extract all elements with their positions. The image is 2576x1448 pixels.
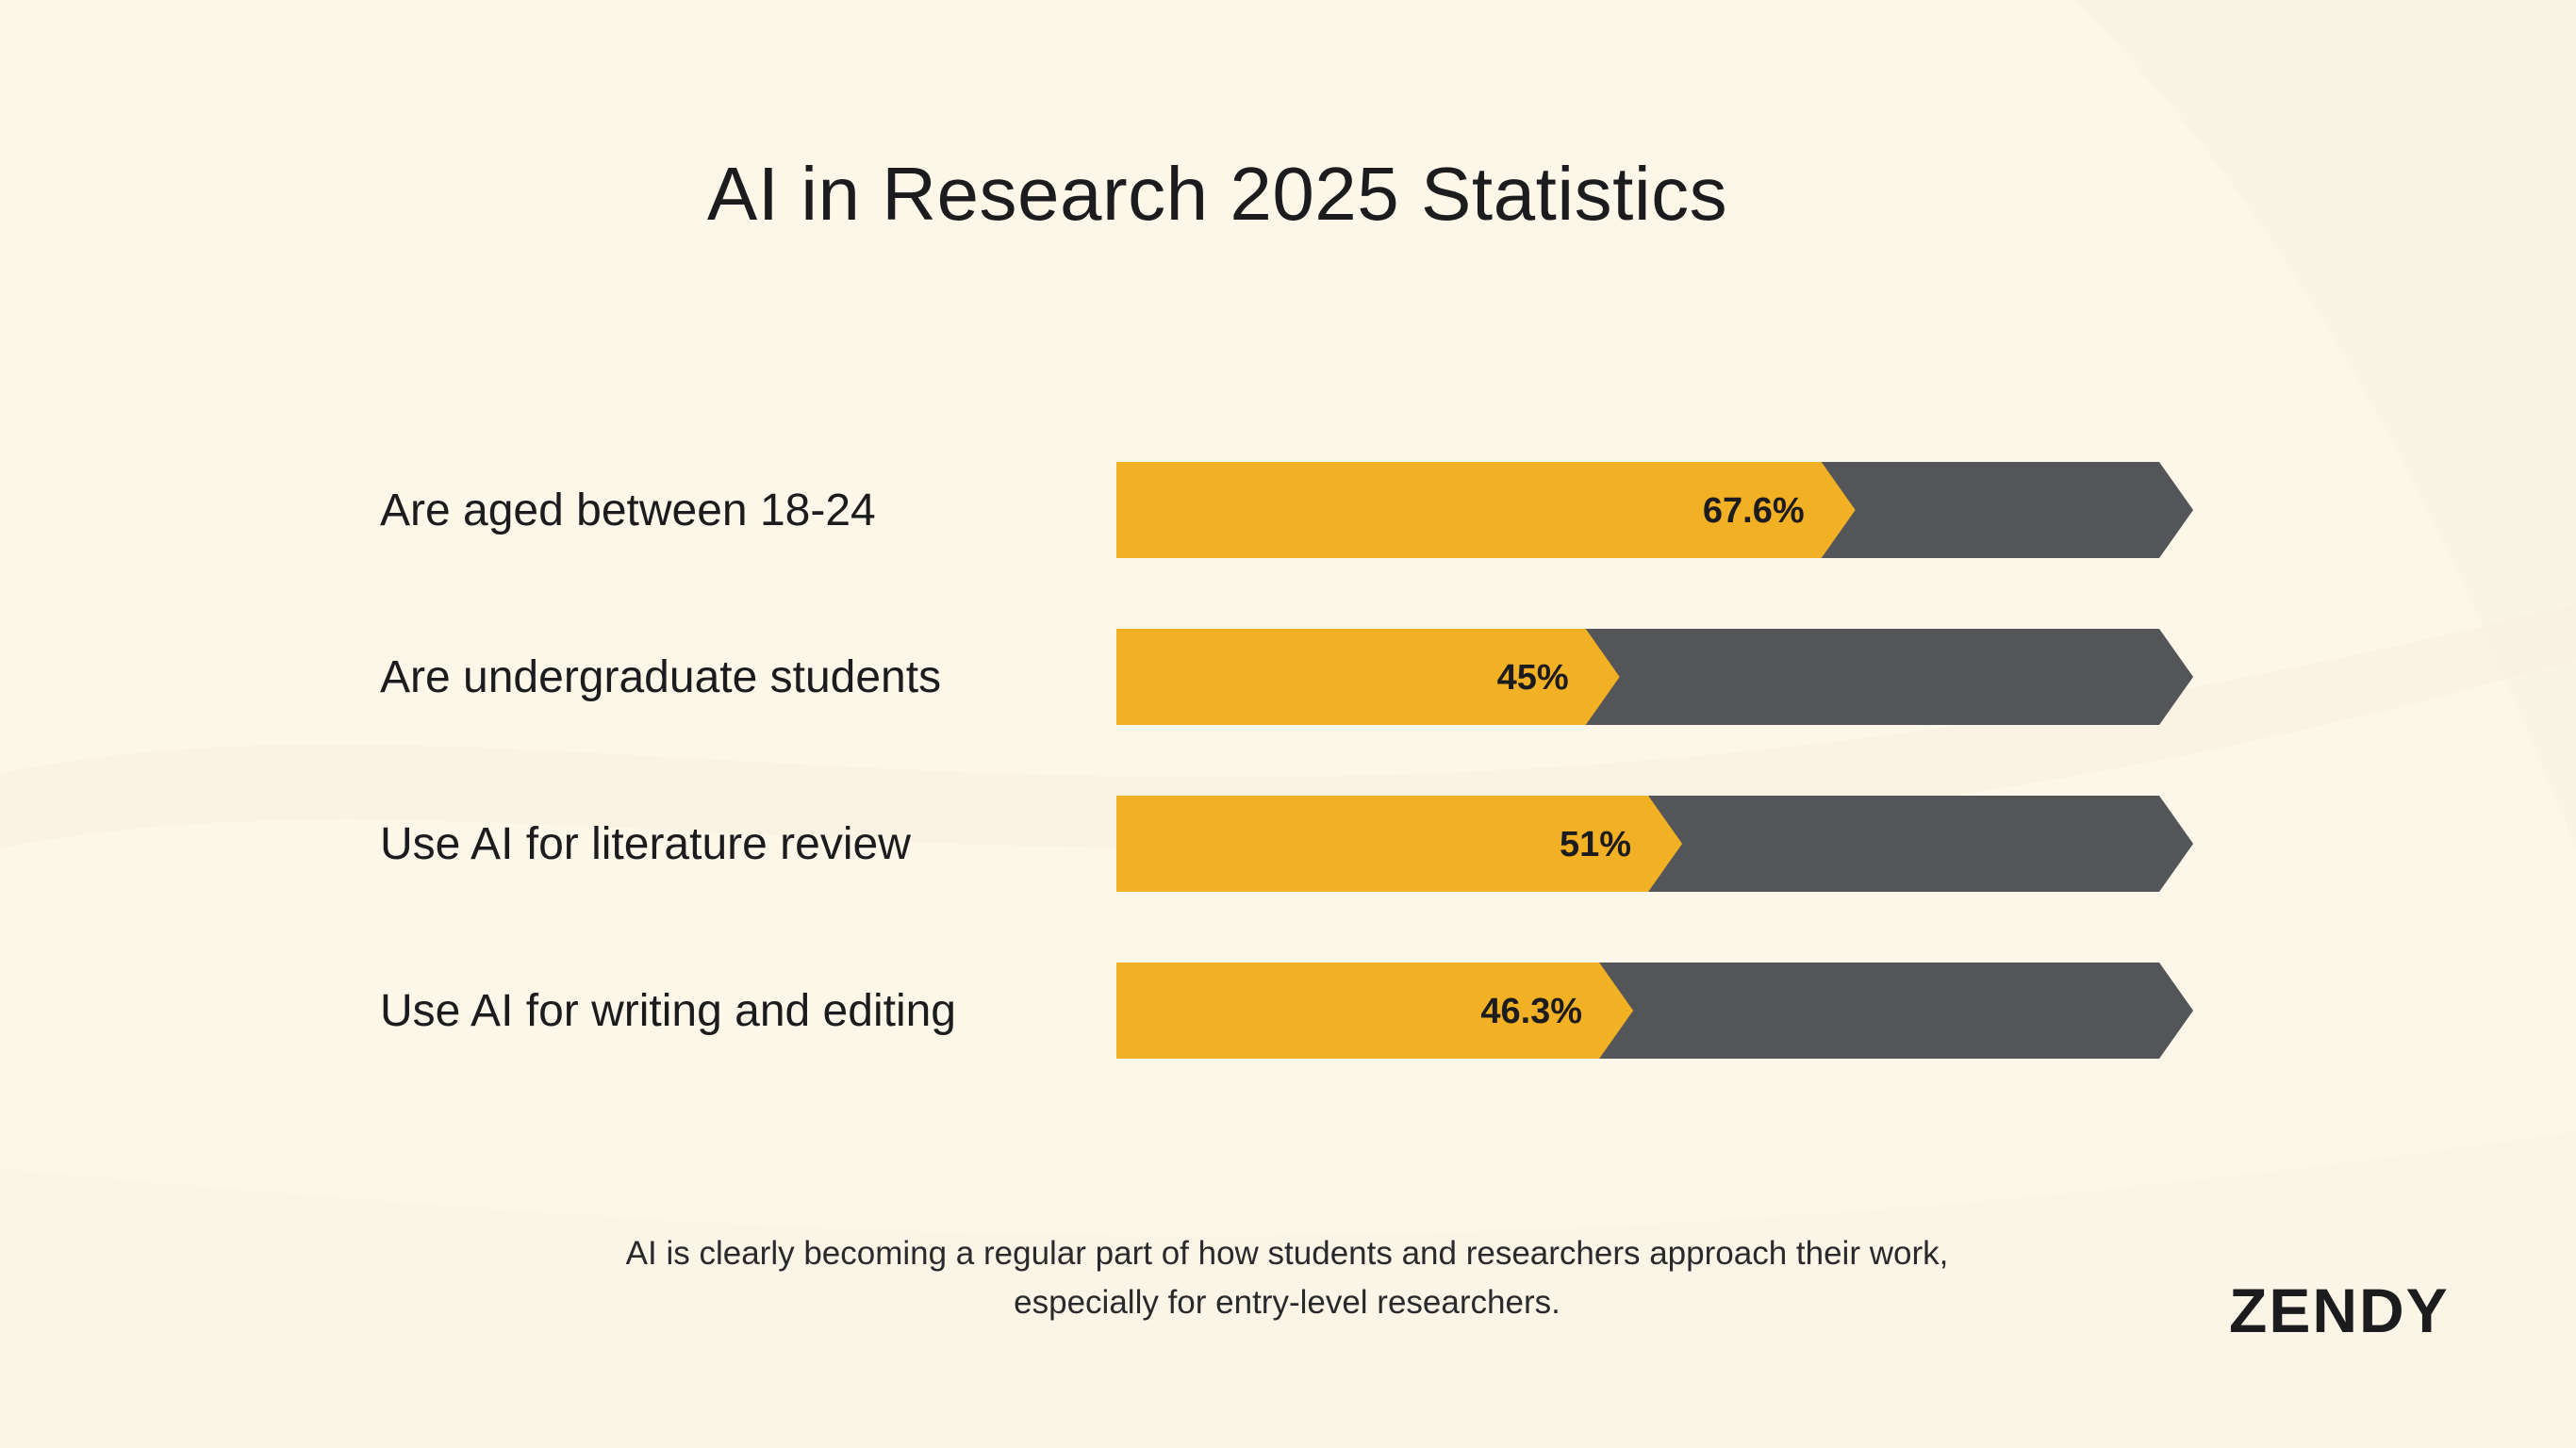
- bar-value: [1116, 963, 1634, 1059]
- bar-value: [1116, 629, 1620, 725]
- category-label: Use AI for literature review: [380, 819, 911, 869]
- category-label: Use AI for writing and editing: [380, 986, 956, 1036]
- category-label: Are undergraduate students: [380, 652, 941, 702]
- bar-value-label: 67.6%: [1703, 491, 1805, 531]
- brand-logo: ZENDY: [2229, 1275, 2450, 1345]
- category-label: Are aged between 18-24: [380, 485, 876, 535]
- bar-value-label: 46.3%: [1480, 992, 1582, 1031]
- bar-value: [1116, 462, 1856, 558]
- bar-value-label: 45%: [1497, 658, 1569, 698]
- chart-title: AI in Research 2025 Statistics: [706, 152, 1728, 236]
- bar-value: [1116, 796, 1683, 892]
- footnote-text: AI is clearly becoming a regular part of…: [625, 1235, 1949, 1321]
- bar-value-label: 51%: [1560, 825, 1631, 864]
